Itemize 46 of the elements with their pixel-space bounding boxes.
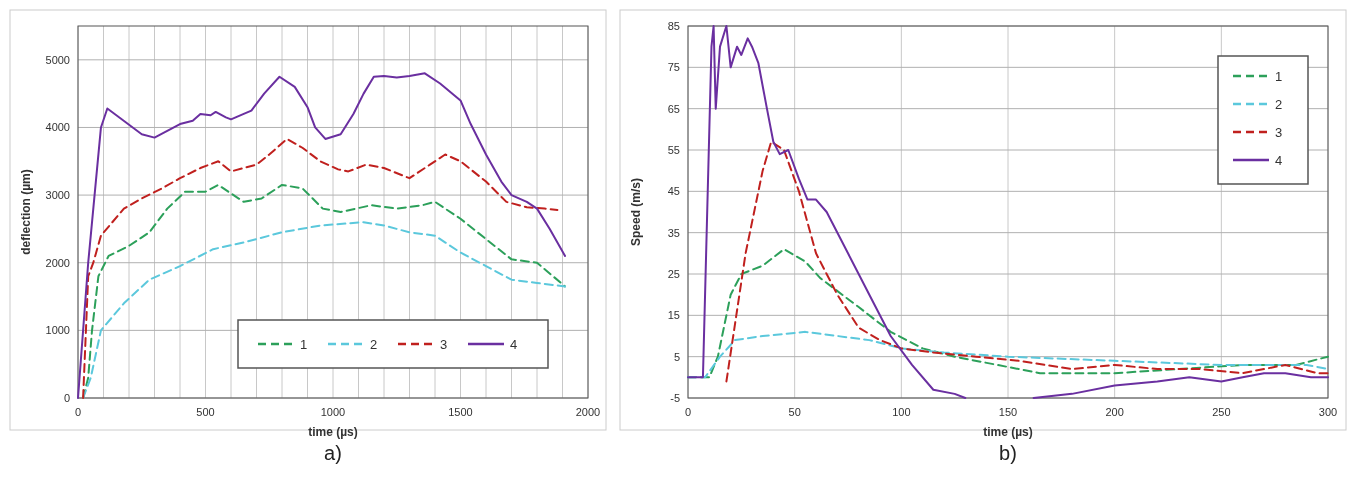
x-axis-title: time (µs) (308, 425, 358, 439)
line-series (77, 72, 567, 399)
x-tick-label: 300 (1318, 406, 1338, 418)
x-tick-label: 500 (196, 406, 215, 418)
legend-label: 1 (1275, 69, 1283, 84)
x-tick-label: 150 (998, 406, 1018, 418)
legend-label: 3 (1275, 125, 1283, 140)
y-tick-label: 4000 (45, 121, 70, 134)
y-tick-label: 85 (667, 20, 680, 32)
legend-label: 1 (300, 337, 308, 352)
y-axis-title: deflection (µm) (19, 169, 33, 255)
y-tick-label: 5000 (45, 53, 70, 66)
line-series (725, 140, 1329, 383)
y-tick-label: 75 (667, 61, 680, 74)
legend-label: 3 (440, 337, 448, 352)
y-tick-label: 15 (667, 309, 680, 322)
x-tick-label: 50 (788, 406, 801, 418)
legend-label: 4 (510, 337, 518, 352)
y-tick-label: 5 (673, 350, 680, 363)
legend-label: 2 (370, 337, 378, 352)
y-tick-label: 45 (667, 185, 680, 198)
line-series (82, 221, 567, 399)
line-series (82, 137, 559, 399)
y-tick-label: -5 (670, 392, 680, 404)
x-tick-label: 1000 (320, 406, 346, 418)
text: a) (324, 442, 342, 464)
x-tick-label: 0 (684, 406, 692, 418)
x-axis-title: time (µs) (983, 425, 1033, 439)
x-tick-label: 2000 (575, 406, 601, 418)
x-tick-label: 0 (74, 406, 82, 418)
legend-label: 2 (1275, 97, 1283, 112)
x-tick-label: 100 (892, 406, 911, 418)
y-tick-label: 25 (667, 268, 680, 280)
legend-label: 4 (1275, 153, 1283, 168)
y-tick-label: 35 (667, 226, 680, 239)
x-tick-label: 1500 (448, 406, 473, 418)
y-tick-label: 55 (667, 144, 680, 156)
text: b) (999, 442, 1017, 464)
x-tick-label: 200 (1105, 406, 1124, 418)
y-tick-label: 65 (667, 102, 680, 115)
y-tick-label: 3000 (45, 189, 70, 202)
x-tick-label: 250 (1212, 406, 1231, 418)
y-axis-title: Speed (m/s) (629, 177, 643, 247)
y-tick-label: 1000 (45, 324, 70, 337)
y-tick-label: 2000 (45, 256, 70, 269)
y-tick-label: 0 (63, 392, 70, 404)
